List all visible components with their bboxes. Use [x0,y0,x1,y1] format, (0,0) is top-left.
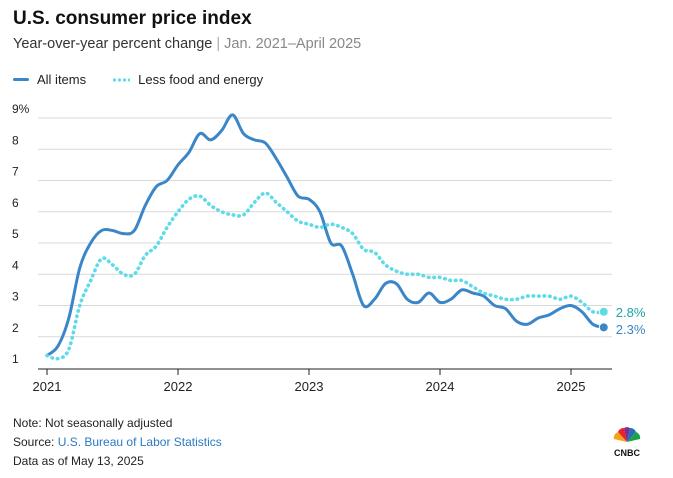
x-tick-label: 2025 [557,379,586,394]
y-tick-label: 4 [12,258,19,272]
footer-source: Source: U.S. Bureau of Labor Statistics [13,435,222,449]
series-line-all-items [45,113,606,357]
footer-date: Data as of May 13, 2025 [13,454,144,468]
y-tick-label: 6 [12,196,19,210]
chart-title: U.S. consumer price index [13,8,252,29]
subtitle-text: Year-over-year percent change [13,36,213,52]
y-tick-label: 9% [12,102,30,116]
legend-item-core: Less food and energy [112,72,263,87]
chart-legend: All items Less food and energy [13,72,289,87]
legend-swatch-all-items [13,78,29,81]
end-point-core [598,306,609,317]
y-tick-label: 1 [12,352,19,366]
legend-item-all-items: All items [13,72,86,87]
y-tick-label: 8 [12,133,19,147]
line-chart: 1 2 3 4 5 6 7 8 9% 2021 2022 2023 2024 2025 2.8% 2.3% [12,102,646,394]
legend-swatch-core [112,77,131,82]
x-tick-label: 2024 [426,379,455,394]
series-line-core [45,191,606,361]
source-label: Source: [13,435,58,449]
source-link[interactable]: U.S. Bureau of Labor Statistics [57,435,222,449]
cnbc-logo: CNBC [613,427,640,458]
y-tick-label: 2 [12,321,19,335]
end-label-all-items: 2.3% [616,322,646,337]
chart-subtitle: Year-over-year percent change | Jan. 2021–… [13,36,361,52]
y-tick-label: 7 [12,165,19,179]
cnbc-logo-text: CNBC [614,448,640,458]
end-point-all-items [598,322,609,333]
legend-label-core: Less food and energy [138,72,264,87]
y-tick-label: 3 [12,290,19,304]
x-tick-label: 2023 [295,379,324,394]
subtitle-range: Jan. 2021–April 2025 [224,36,362,52]
footer-note: Note: Not seasonally adjusted [13,416,173,430]
y-tick-label: 5 [12,227,19,241]
end-label-core: 2.8% [616,305,646,320]
subtitle-separator: | [216,36,221,52]
legend-label-all-items: All items [37,72,87,87]
x-tick-label: 2021 [33,379,62,394]
x-tick-label: 2022 [164,379,193,394]
